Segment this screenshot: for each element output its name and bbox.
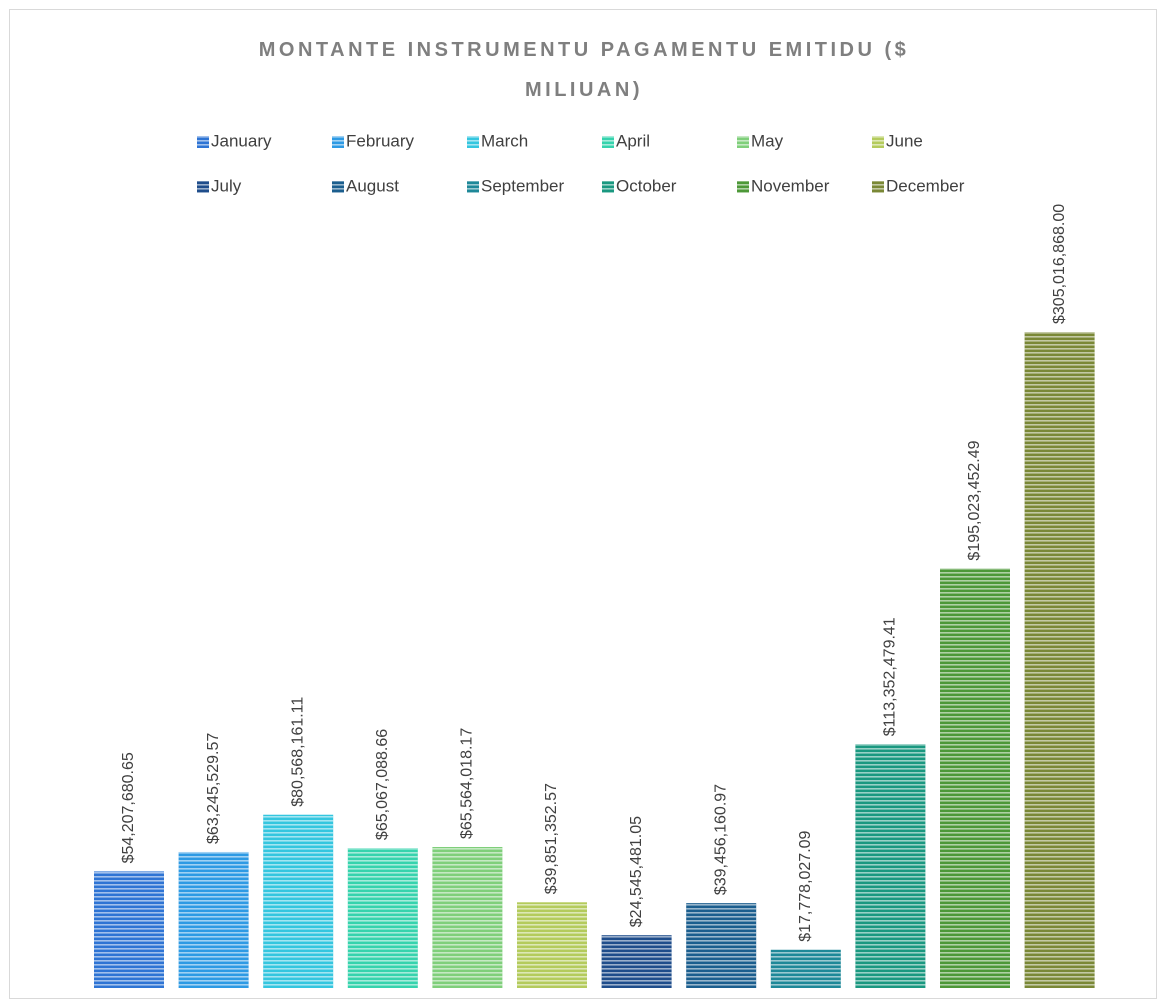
legend-swatch-stripes (872, 181, 884, 193)
data-label: $195,023,452.49 (966, 440, 983, 560)
legend-label: November (751, 176, 830, 195)
bar-stripes (94, 871, 164, 988)
legend-swatch-stripes (872, 136, 884, 148)
bar-stripes (517, 902, 587, 988)
data-label: $65,067,088.66 (374, 729, 391, 840)
bar-stripes (601, 935, 672, 988)
legend-label: October (616, 176, 677, 195)
bar-stripes (347, 848, 418, 988)
data-label: $39,456,160.97 (712, 784, 729, 895)
legend-swatch-stripes (332, 136, 344, 148)
legend-label: June (886, 131, 923, 150)
legend-swatch-stripes (197, 181, 209, 193)
bar-stripes (432, 846, 503, 988)
chart-frame (9, 9, 1157, 999)
chart-title: MONTANTE INSTRUMENTU PAGAMENTU EMITIDU (… (258, 39, 910, 101)
data-label: $65,564,018.17 (459, 728, 476, 839)
legend-swatch-stripes (737, 136, 749, 148)
legend-label: February (346, 131, 415, 150)
legend-swatch-stripes (467, 136, 479, 148)
legend-swatch-stripes (332, 181, 344, 193)
legend-swatch-stripes (602, 181, 614, 193)
bar-stripes (1024, 332, 1095, 988)
data-label: $54,207,680.65 (120, 752, 137, 863)
data-label: $24,545,481.05 (628, 816, 645, 927)
legend-swatch-stripes (602, 136, 614, 148)
data-label: $113,352,479.41 (882, 617, 899, 736)
data-label: $305,016,868.00 (1051, 204, 1068, 324)
legend-label: August (346, 176, 399, 195)
bar-stripes (686, 903, 757, 988)
legend-swatch-stripes (737, 181, 749, 193)
legend-label: July (211, 176, 242, 195)
bar-stripes (178, 851, 249, 988)
legend-label: April (616, 131, 650, 150)
legend-label: January (211, 131, 272, 150)
data-label: $17,778,027.09 (797, 830, 814, 941)
legend-label: May (751, 131, 784, 150)
bar-stripes (263, 814, 334, 988)
bar-stripes (855, 744, 926, 988)
legend-label: September (481, 176, 564, 195)
legend-label: December (886, 176, 965, 195)
legend-swatch-stripes (467, 181, 479, 193)
legend-swatch-stripes (197, 136, 209, 148)
data-label: $63,245,529.57 (205, 733, 222, 844)
legend-label: March (481, 131, 528, 150)
data-label: $80,568,161.11 (289, 697, 306, 807)
data-label: $39,851,352.57 (543, 783, 560, 894)
bar-stripes (770, 949, 841, 988)
bar-stripes (940, 568, 1010, 988)
